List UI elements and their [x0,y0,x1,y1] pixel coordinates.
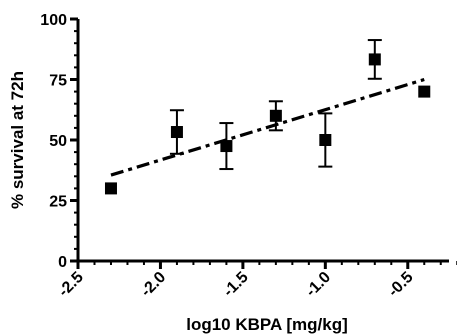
data-point-group [169,109,184,155]
data-point-group [268,100,283,132]
data-point-group [104,182,117,195]
x-tick-label: -1.0 [303,269,335,301]
fit-line [110,77,425,177]
data-point-group [367,39,382,80]
data-point-marker [220,140,233,153]
data-point-marker [104,182,117,195]
data-points-layer [104,39,431,195]
data-point-marker [418,85,431,98]
fit-line-layer [110,77,425,177]
data-point-group [219,122,234,171]
x-tick-label: -2.0 [138,269,170,301]
x-axis-title: log10 KBPA [mg/kg] [186,315,348,334]
y-tick-label: 100 [40,12,67,29]
data-point-marker [170,126,183,139]
y-tick-label: 0 [58,254,67,271]
data-point-group [318,112,333,168]
axes [70,17,457,269]
x-tick-label: -2.5 [55,269,87,301]
data-point-marker [319,134,332,146]
x-tick-label: -0.5 [385,269,417,301]
x-tick-label: -1.5 [220,269,252,301]
data-point-marker [269,109,282,122]
y-tick-label: 75 [49,73,67,90]
y-tick-label: 50 [49,133,67,150]
y-tick-label: 25 [49,194,67,211]
data-point-group [418,85,431,98]
data-point-marker [368,53,381,66]
tick-labels-layer: 0 25 50 75 100 -2.5 -2.0 -1.5 -1.0 -0.5 [40,12,416,300]
y-axis-title: % survival at 72h [8,71,27,209]
